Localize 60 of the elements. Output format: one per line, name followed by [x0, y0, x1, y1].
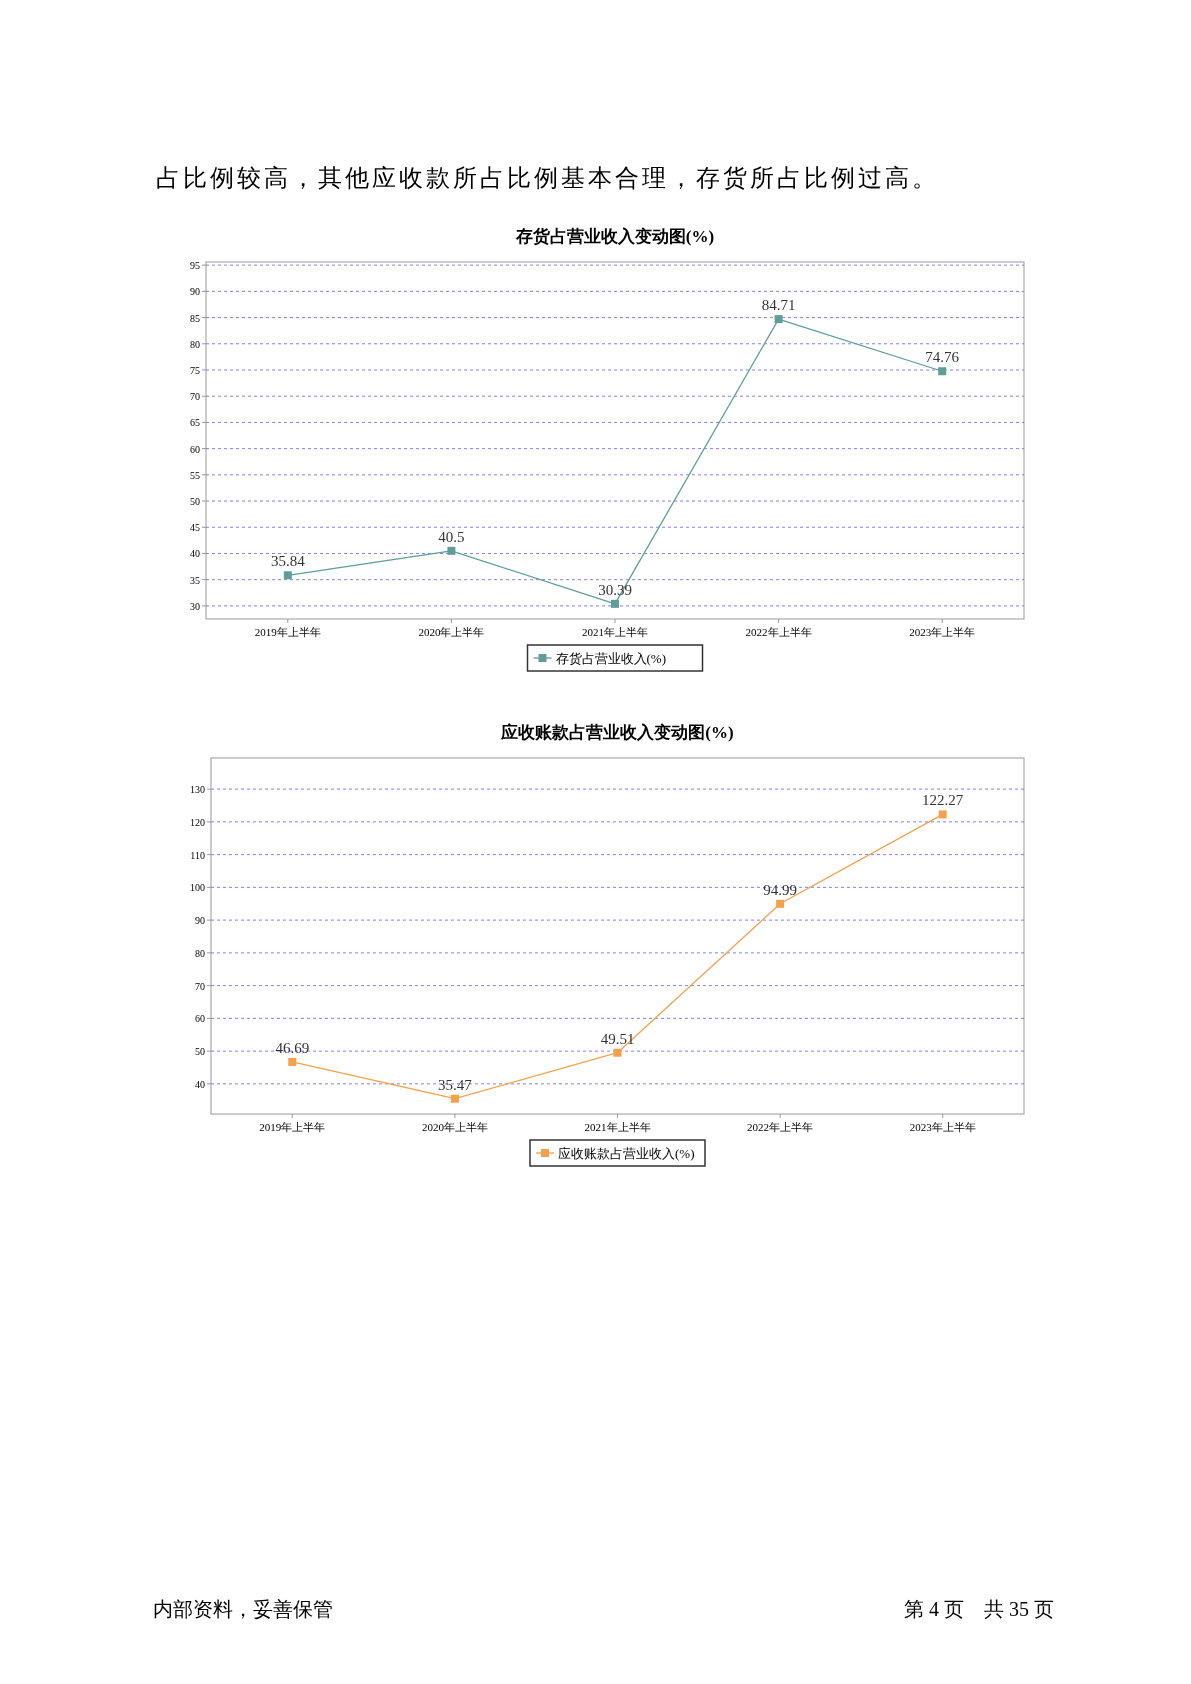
x-tick-label: 2021年上半年: [584, 1121, 651, 1133]
text: 占比例较高，其他应收款所占比例基本合理，存货所占比例过高。: [156, 165, 939, 191]
data-label: 40.5: [438, 528, 465, 545]
y-tick-label: 55: [190, 469, 200, 481]
y-tick-label: 50: [195, 1046, 205, 1058]
y-tick-label: 35: [190, 574, 200, 586]
legend-label: 应收账款占营业收入(%): [558, 1146, 695, 1161]
data-label: 122.27: [922, 792, 964, 809]
y-tick-label: 50: [190, 496, 200, 508]
y-tick-label: 40: [190, 548, 200, 560]
point: [776, 899, 785, 908]
y-tick-label: 110: [190, 849, 205, 861]
point: [283, 571, 292, 580]
point: [774, 315, 783, 324]
y-tick-label: 100: [190, 882, 205, 894]
x-tick-label: 2019年上半年: [259, 1121, 326, 1133]
point: [611, 599, 619, 608]
x-tick-label: 2019年上半年: [254, 626, 321, 638]
x-tick-label: 2020年上半年: [421, 1121, 488, 1133]
y-tick-label: 90: [190, 286, 200, 298]
y-tick-label: 85: [190, 312, 200, 324]
y-tick-label: 60: [190, 443, 200, 455]
data-label: 94.99: [763, 881, 797, 898]
y-tick-label: 90: [195, 915, 205, 927]
y-tick-label: 65: [190, 417, 200, 429]
point: [938, 810, 947, 819]
y-tick-label: 70: [195, 980, 205, 992]
x-tick-label: 2023年上半年: [909, 626, 976, 638]
chart-title: 应收账款占营业收入变动图(%): [500, 723, 734, 742]
data-label: 49.51: [600, 1030, 635, 1047]
point: [613, 1048, 622, 1057]
x-tick-label: 2022年上半年: [747, 1121, 814, 1133]
x-tick-label: 2022年上半年: [745, 626, 812, 638]
chart-title: 存货占营业收入变动图(%): [514, 227, 715, 246]
x-tick-label: 2021年上半年: [582, 626, 648, 638]
legend-label: 存货占营业收入(%): [555, 651, 666, 666]
data-label: 35.84: [270, 553, 306, 570]
data-label: 74.76: [925, 349, 960, 366]
data-label: 84.71: [761, 297, 796, 314]
y-tick-label: 80: [195, 947, 205, 959]
text: 第 4 页 共 35 页: [904, 1598, 1054, 1620]
point: [447, 546, 456, 555]
y-tick-label: 130: [190, 784, 205, 796]
point: [450, 1094, 459, 1103]
y-tick-label: 60: [195, 1013, 205, 1025]
x-tick-label: 2023年上半年: [909, 1121, 976, 1133]
y-tick-label: 45: [190, 522, 200, 534]
point: [938, 367, 947, 376]
point: [288, 1057, 297, 1066]
y-tick-label: 75: [190, 364, 200, 376]
y-tick-label: 30: [190, 600, 200, 612]
x-tick-label: 2020年上半年: [418, 626, 485, 638]
y-tick-label: 70: [190, 391, 200, 403]
text: 内部资料，妥善保管: [153, 1598, 333, 1620]
y-tick-label: 40: [195, 1078, 205, 1090]
y-tick-label: 80: [190, 338, 200, 350]
y-tick-label: 95: [190, 260, 200, 272]
data-label: 35.47: [438, 1076, 473, 1093]
data-label: 46.69: [275, 1039, 310, 1056]
y-tick-label: 120: [190, 816, 205, 828]
